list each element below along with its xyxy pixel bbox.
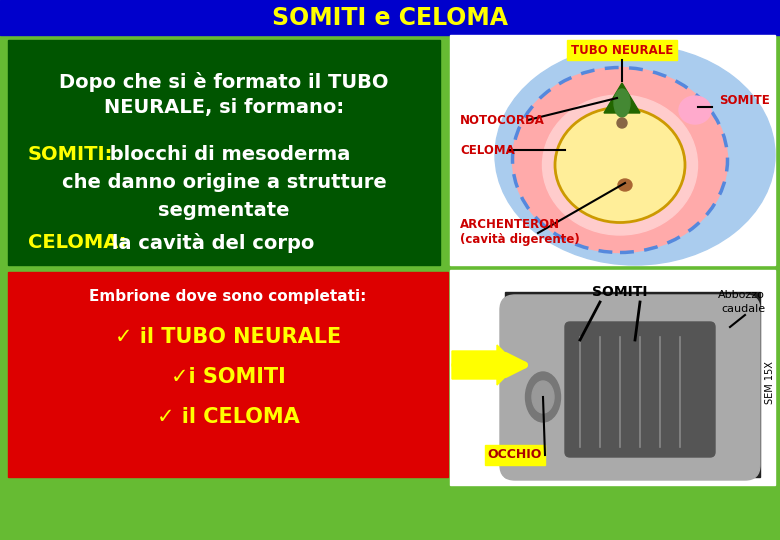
FancyBboxPatch shape (500, 295, 760, 480)
Bar (505, 292, 760, 477)
Text: ARCHENTERON: ARCHENTERON (460, 219, 560, 232)
Ellipse shape (618, 179, 632, 191)
Ellipse shape (679, 96, 711, 124)
FancyBboxPatch shape (565, 322, 715, 457)
Ellipse shape (614, 89, 630, 117)
Ellipse shape (543, 95, 697, 235)
Text: che danno origine a strutture: che danno origine a strutture (62, 173, 386, 192)
Ellipse shape (495, 45, 775, 265)
Text: caudale: caudale (721, 304, 765, 314)
Bar (450, 35, 775, 265)
Text: la cavità del corpo: la cavità del corpo (105, 233, 314, 253)
Text: (cavità digerente): (cavità digerente) (460, 233, 580, 246)
Text: ✓ il CELOMA: ✓ il CELOMA (157, 407, 300, 427)
Text: SEM 15X: SEM 15X (765, 361, 775, 404)
Text: NEURALE, si formano:: NEURALE, si formano: (104, 98, 344, 118)
Text: SOMITE: SOMITE (719, 93, 770, 106)
Bar (567, 40, 677, 60)
Text: OCCHIO: OCCHIO (488, 449, 542, 462)
Text: NOTOCORDA: NOTOCORDA (460, 113, 545, 126)
Text: CELOMA: CELOMA (460, 144, 515, 157)
Bar (8, 40, 440, 265)
Text: blocchi di mesoderma: blocchi di mesoderma (103, 145, 350, 165)
Text: ✓ il TUBO NEURALE: ✓ il TUBO NEURALE (115, 327, 341, 347)
FancyArrow shape (452, 345, 517, 385)
Text: SOMITI e CELOMA: SOMITI e CELOMA (272, 6, 508, 30)
Ellipse shape (532, 381, 554, 413)
Ellipse shape (526, 372, 561, 422)
Bar (8, 272, 448, 477)
Text: SOMITI: SOMITI (592, 285, 647, 299)
Bar (450, 270, 775, 485)
Ellipse shape (617, 118, 627, 128)
Text: ✓i SOMITI: ✓i SOMITI (171, 367, 285, 387)
Text: CELOMA:: CELOMA: (28, 233, 126, 253)
Polygon shape (604, 83, 640, 113)
Bar (485, 445, 545, 465)
Ellipse shape (555, 107, 685, 222)
Text: Dopo che si è formato il TUBO: Dopo che si è formato il TUBO (59, 72, 388, 92)
Text: TUBO NEURALE: TUBO NEURALE (571, 44, 673, 57)
Text: SOMITI:: SOMITI: (28, 145, 113, 165)
Text: segmentate: segmentate (158, 201, 289, 220)
Ellipse shape (512, 68, 728, 253)
Bar (0, 0, 780, 35)
Text: Embrione dove sono completati:: Embrione dove sono completati: (90, 289, 367, 305)
Text: Abbozzo: Abbozzo (718, 290, 765, 300)
